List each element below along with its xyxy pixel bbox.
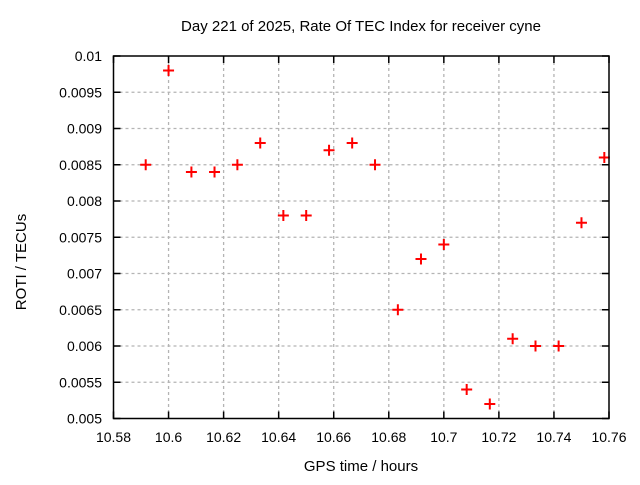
data-point-marker [300,210,312,221]
y-axis-label: ROTI / TECUs [13,214,30,310]
data-point-marker [254,137,266,149]
y-tick-label: 0.007 [67,266,102,282]
y-tick-label: 0.0075 [59,229,102,245]
data-point-marker [185,166,197,178]
data-point-marker [140,159,152,171]
y-tick-label: 0.0085 [59,157,102,173]
data-point-marker [323,144,335,156]
data-point-marker [484,398,496,410]
y-tick-label: 0.008 [67,193,102,209]
x-tick-label: 10.66 [316,429,351,445]
x-tick-label: 10.68 [371,429,406,445]
data-point-marker [438,239,450,250]
x-tick-label: 10.62 [206,429,241,445]
data-points [140,65,610,410]
data-point-marker [231,159,243,171]
y-tick-label: 0.006 [67,338,102,354]
data-point-marker [346,137,358,149]
data-point-marker [575,217,587,229]
y-tick-label: 0.005 [67,411,102,427]
grid-lines [113,56,609,419]
x-tick-label: 10.74 [536,429,571,445]
data-point-marker [415,253,427,265]
data-point-marker [163,65,175,76]
y-tick-label: 0.0065 [59,302,102,318]
data-point-marker [392,304,404,316]
x-tick-label: 10.76 [591,429,626,445]
y-tick-labels: 0.005 0.0055 0.006 0.0065 0.007 0.0075 0.008 0.… [59,48,102,427]
data-point-marker [598,152,610,163]
chart-title: Day 221 of 2025, Rate Of TEC Index for r… [181,18,541,35]
data-point-marker [369,159,381,171]
x-tick-label: 10.64 [261,429,296,445]
data-point-marker [277,210,289,221]
data-point-marker [209,166,221,178]
x-tick-label: 10.58 [96,429,131,445]
x-tick-label: 10.6 [155,429,182,445]
y-tick-label: 0.01 [75,48,102,64]
y-tick-label: 0.0055 [59,374,102,390]
data-point-marker [507,333,519,345]
x-tick-labels: 10.58 10.6 10.62 10.64 10.66 10.68 10.7 10.72 10… [96,429,627,445]
y-tick-label: 0.0095 [59,84,102,100]
x-tick-label: 10.72 [481,429,516,445]
y-tick-label: 0.009 [67,121,102,137]
plot-border [112,55,610,420]
data-point-marker [530,340,542,352]
data-point-marker [461,384,473,395]
x-tick-label: 10.7 [430,429,457,445]
x-axis-label: GPS time / hours [304,458,418,475]
data-point-marker [553,340,565,352]
